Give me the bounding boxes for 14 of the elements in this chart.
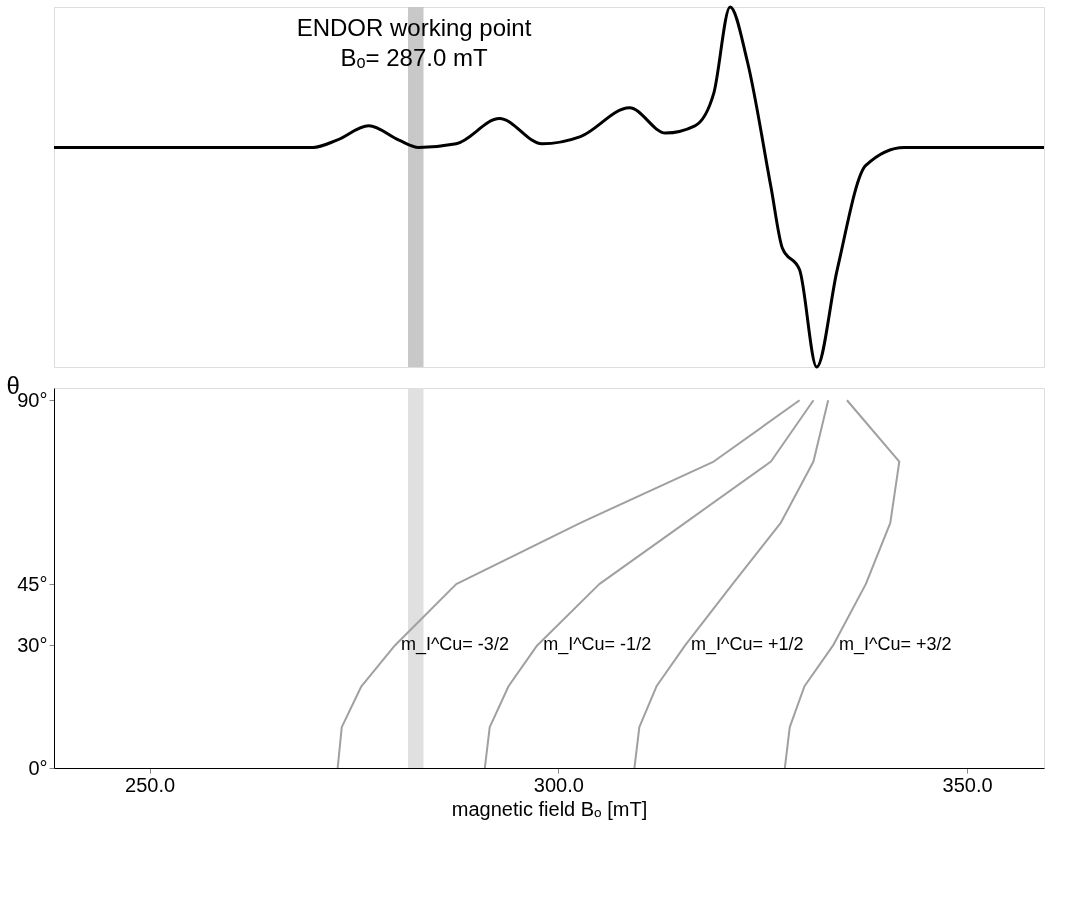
x-tick-label: 250.0 bbox=[125, 773, 176, 796]
y-tick-label: 0° bbox=[28, 756, 48, 779]
y-tick-label: 30° bbox=[17, 633, 48, 656]
annotation: ENDOR working point bbox=[296, 14, 532, 41]
line-series bbox=[336, 399, 801, 769]
y-tick-label: 45° bbox=[17, 572, 48, 595]
series-label: m_I^Cu= -3/2 bbox=[400, 634, 509, 656]
x-tick-label: 350.0 bbox=[942, 773, 993, 796]
annotation: Bₒ= 287.0 mT bbox=[340, 44, 488, 71]
x-axis-title: magnetic field Bₒ [mT] bbox=[451, 797, 648, 820]
x-tick-label: 300.0 bbox=[533, 773, 584, 796]
series-label: m_I^Cu= +3/2 bbox=[839, 634, 952, 656]
series-label: m_I^Cu= +1/2 bbox=[691, 634, 804, 656]
series-label: m_I^Cu= -1/2 bbox=[543, 634, 652, 656]
